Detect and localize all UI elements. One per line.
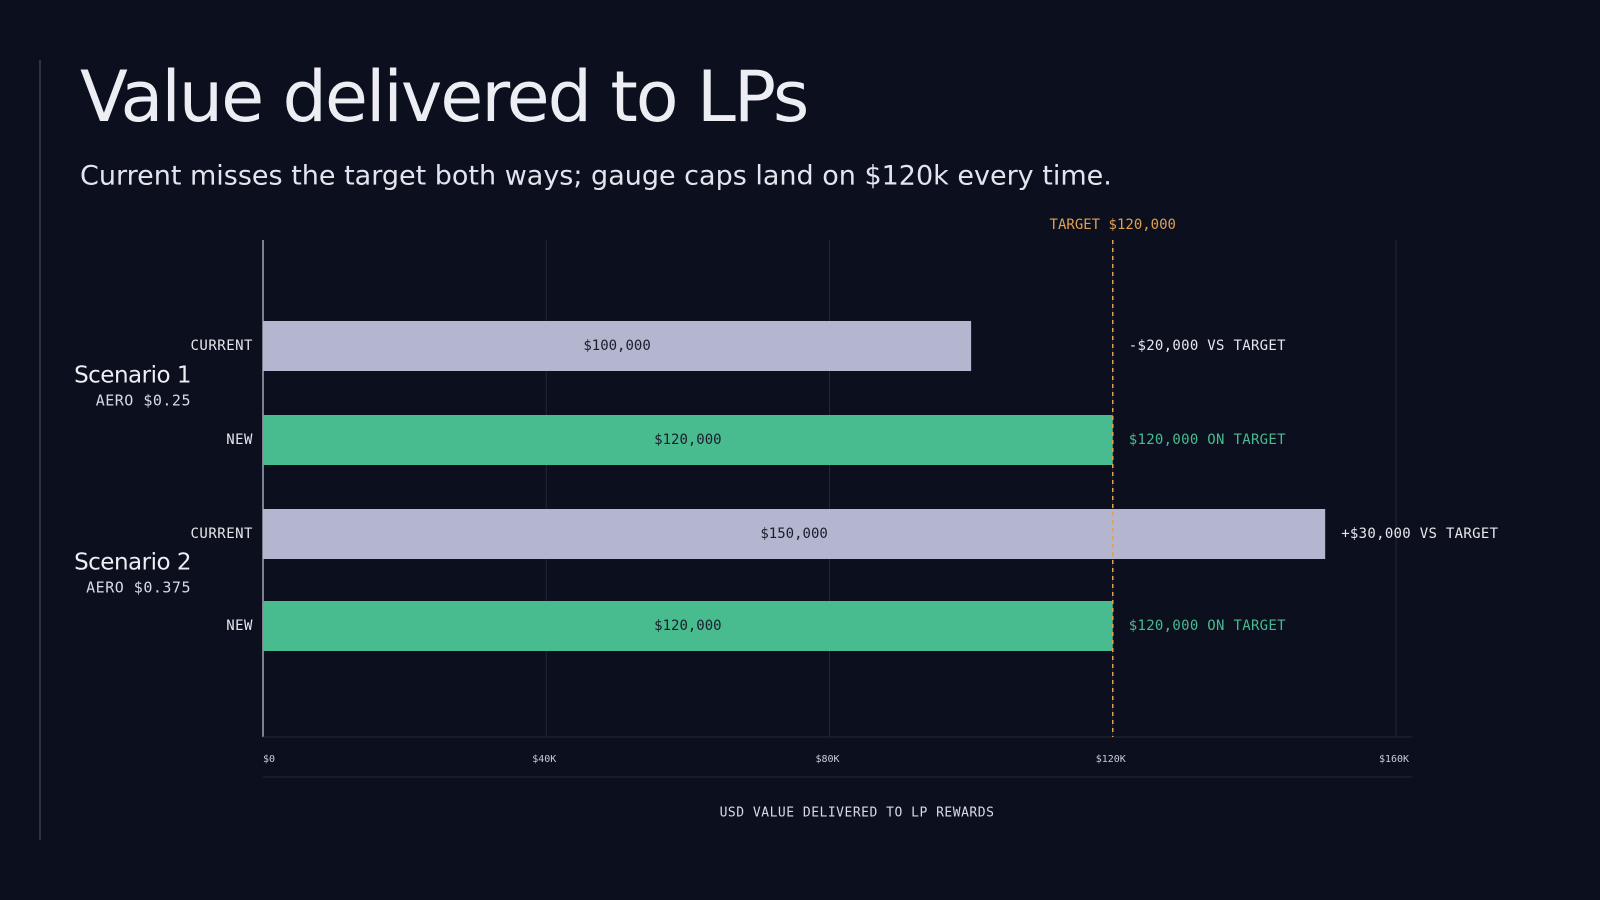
x-tick-label: $160K [1379,754,1409,765]
target-label: TARGET $120,000 [1050,217,1176,233]
chart-subtitle: Current misses the target both ways; gau… [80,161,1112,192]
group-label: Scenario 2 [74,550,191,576]
category-label: CURRENT [190,338,253,354]
group-note: AERO $0.25 [96,392,191,410]
value-label: $100,000 [583,338,650,354]
value-label: $120,000 [654,432,721,448]
bar [263,601,1113,651]
x-axis-label: USD VALUE DELIVERED TO LP REWARDS [720,806,995,821]
category-label: CURRENT [190,526,253,542]
bar-annotation: +$30,000 VS TARGET [1341,526,1498,542]
bar-annotation: -$20,000 VS TARGET [1129,338,1286,354]
group-note: AERO $0.375 [86,579,191,597]
bar [263,509,1326,559]
x-tick-label: $120K [1096,754,1126,765]
bar [263,415,1113,465]
bar [263,321,972,371]
value-label: $150,000 [760,526,827,542]
chart-title: Value delivered to LPs [80,56,807,138]
value-label: $120,000 [654,618,721,634]
x-tick-label: $80K [815,754,839,765]
category-label: NEW [226,618,253,634]
group-label: Scenario 1 [74,363,191,389]
category-label: NEW [226,432,253,448]
x-tick-label: $40K [532,754,556,765]
bar-annotation: $120,000 ON TARGET [1129,432,1286,448]
bar-annotation: $120,000 ON TARGET [1129,618,1286,634]
x-tick-label: $0 [263,754,275,765]
